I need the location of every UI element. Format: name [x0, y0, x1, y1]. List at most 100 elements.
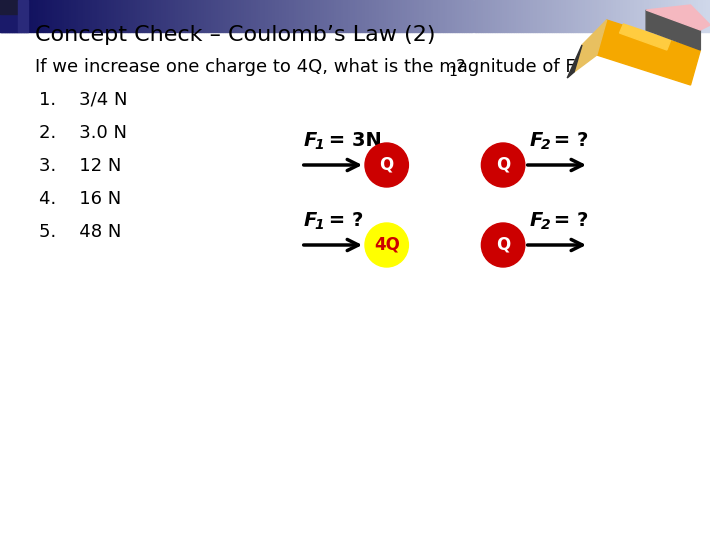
Bar	[627, 0, 630, 32]
Bar	[467, 0, 469, 32]
Bar	[599, 0, 601, 32]
Bar	[701, 0, 703, 32]
Bar	[2, 0, 5, 32]
Bar	[379, 0, 381, 32]
Text: 4.    16 N: 4. 16 N	[40, 190, 122, 208]
Bar	[312, 0, 315, 32]
Bar	[443, 0, 445, 32]
Bar	[568, 0, 570, 32]
Bar	[402, 0, 405, 32]
Bar	[351, 0, 353, 32]
Bar	[490, 0, 492, 32]
Bar	[109, 0, 112, 32]
Bar	[689, 0, 691, 32]
Bar	[287, 0, 289, 32]
Text: Q: Q	[496, 236, 510, 254]
Bar	[149, 0, 151, 32]
Bar	[597, 0, 599, 32]
Bar	[329, 0, 331, 32]
Bar	[438, 0, 441, 32]
Bar	[476, 0, 478, 32]
Bar	[452, 0, 454, 32]
Bar	[251, 0, 253, 32]
Text: Q: Q	[496, 156, 510, 174]
Polygon shape	[646, 10, 701, 50]
Bar	[367, 0, 369, 32]
Bar	[343, 0, 346, 32]
Bar	[483, 0, 485, 32]
Bar	[0, 0, 18, 15]
Text: = ?: = ?	[322, 211, 363, 229]
Bar	[675, 0, 677, 32]
Text: 2: 2	[541, 218, 550, 232]
Bar	[682, 0, 684, 32]
Bar	[478, 0, 481, 32]
Bar	[310, 0, 312, 32]
Bar	[9, 0, 12, 32]
Bar	[537, 0, 540, 32]
Bar	[647, 0, 649, 32]
Bar	[462, 0, 464, 32]
Bar	[303, 0, 305, 32]
Bar	[570, 0, 573, 32]
Bar	[459, 0, 462, 32]
Bar	[114, 0, 116, 32]
Bar	[83, 0, 85, 32]
Bar	[684, 0, 687, 32]
Bar	[57, 0, 59, 32]
Bar	[414, 0, 417, 32]
Bar	[658, 0, 660, 32]
Bar	[523, 0, 526, 32]
Bar	[322, 0, 324, 32]
Bar	[649, 0, 651, 32]
Bar	[656, 0, 658, 32]
Bar	[132, 0, 135, 32]
Bar	[90, 0, 92, 32]
Bar	[194, 0, 197, 32]
Bar	[611, 0, 613, 32]
Bar	[5, 0, 7, 32]
Bar	[426, 0, 428, 32]
Bar	[315, 0, 318, 32]
Bar	[265, 0, 268, 32]
Bar	[405, 0, 408, 32]
Text: If we increase one charge to 4Q, what is the magnitude of F: If we increase one charge to 4Q, what is…	[35, 58, 575, 76]
Bar	[457, 0, 459, 32]
Bar	[123, 0, 125, 32]
Bar	[274, 0, 277, 32]
Bar	[341, 0, 343, 32]
Bar	[256, 0, 258, 32]
Bar	[246, 0, 248, 32]
Bar	[261, 0, 263, 32]
Bar	[301, 0, 303, 32]
Bar	[547, 0, 549, 32]
Text: 1.    3/4 N: 1. 3/4 N	[40, 91, 128, 109]
Bar	[587, 0, 590, 32]
Bar	[651, 0, 654, 32]
Bar	[703, 0, 706, 32]
Bar	[495, 0, 498, 32]
Bar	[433, 0, 436, 32]
Bar	[270, 0, 272, 32]
Bar	[248, 0, 251, 32]
Bar	[372, 0, 374, 32]
Bar	[608, 0, 611, 32]
Bar	[492, 0, 495, 32]
Bar	[199, 0, 201, 32]
Bar	[665, 0, 667, 32]
Bar	[50, 0, 52, 32]
Bar	[533, 0, 535, 32]
Text: 5.    48 N: 5. 48 N	[40, 223, 122, 241]
Bar	[128, 0, 130, 32]
Text: 2.    3.0 N: 2. 3.0 N	[40, 124, 127, 142]
Bar	[291, 0, 294, 32]
Bar	[0, 15, 18, 32]
Bar	[561, 0, 564, 32]
Bar	[336, 0, 338, 32]
Bar	[66, 0, 68, 32]
Bar	[213, 0, 215, 32]
Bar	[639, 0, 642, 32]
Bar	[168, 0, 171, 32]
Bar	[225, 0, 228, 32]
Bar	[298, 0, 301, 32]
